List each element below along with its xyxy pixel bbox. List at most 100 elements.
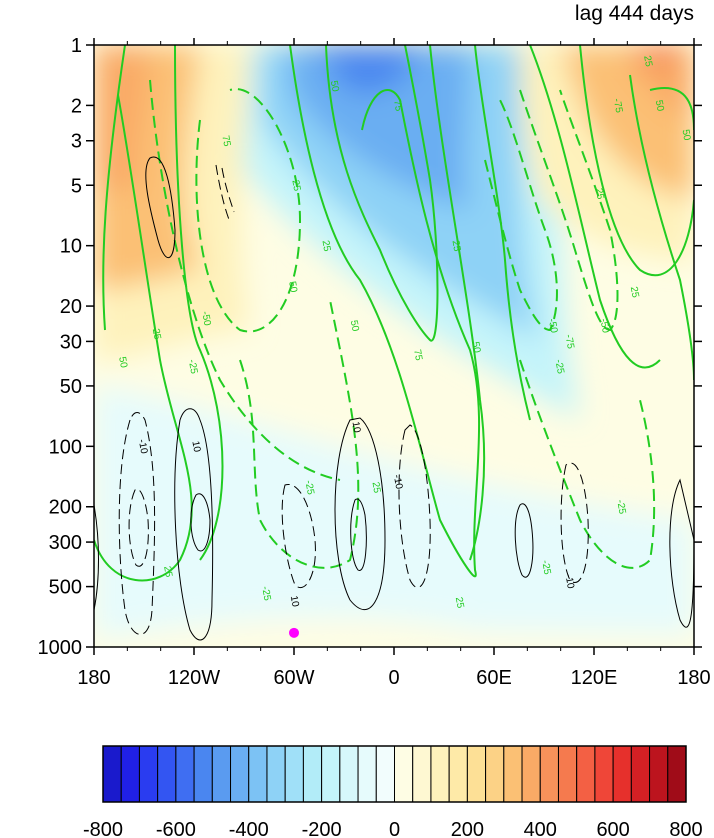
- colorbar-cell: [138, 745, 159, 803]
- x-axis: 180 120W 60W 0 60E 120E 180: [77, 38, 711, 689]
- contour-label: -25: [614, 499, 627, 516]
- x-tick-label: 120W: [168, 667, 220, 689]
- contour-label: -75: [611, 98, 624, 115]
- contour-green-solid: [94, 94, 193, 582]
- contour-label: 50: [653, 99, 666, 112]
- contour-label: -25: [553, 359, 566, 376]
- y-tick-label: 5: [71, 175, 82, 197]
- contour-label: 75: [391, 99, 404, 112]
- colorbar-cell: [248, 745, 268, 803]
- contour-label: 25: [369, 481, 382, 494]
- contour-label: 10: [349, 421, 362, 434]
- y-tick-label: 10: [60, 236, 82, 258]
- colorbar-cell: [321, 745, 341, 803]
- contour-black-solid: [174, 408, 214, 641]
- contour-label: -25: [539, 559, 552, 576]
- colorbar-cell: [357, 745, 377, 803]
- colorbar-tick-label: -200: [302, 819, 342, 838]
- colorbar-cell: [230, 745, 250, 803]
- y-tick-label: 1000: [38, 637, 83, 659]
- colorbar-cell: [448, 745, 468, 803]
- contour-green-dashed: [484, 99, 558, 332]
- contour-green-dashed: [239, 299, 360, 569]
- colorbar-tick-label: -600: [156, 819, 196, 838]
- colorbar-cell: [503, 745, 523, 803]
- contour-green-solid: [579, 45, 694, 277]
- contour-label: 25: [319, 239, 332, 252]
- colorbar-cell: [266, 745, 286, 803]
- y-tick-label: 3: [71, 131, 82, 153]
- x-tick-label: 180: [677, 667, 710, 689]
- contour-green-solid: [289, 45, 481, 578]
- contour-black-solid: [334, 417, 386, 611]
- contour-black-solid: [190, 493, 211, 552]
- colorbar-cell: [612, 745, 632, 803]
- colorbar-cell: [193, 745, 213, 803]
- y-tick-label: 500: [49, 577, 82, 599]
- contour-label: -10: [563, 573, 576, 590]
- colorbar-tick-label: 0: [389, 819, 400, 838]
- colorbar-cell: [284, 745, 304, 803]
- contour-label: 50: [116, 356, 129, 369]
- contour-label: 50: [328, 80, 341, 93]
- contour-black-solid: [145, 156, 176, 259]
- black-contours-dashed: [118, 164, 589, 635]
- y-tick-label: 2: [71, 95, 82, 117]
- y-tick-label: 200: [49, 497, 82, 519]
- colorbar-cell: [521, 745, 541, 803]
- colorbar-cell: [394, 745, 414, 803]
- colorbar-cell: [339, 745, 359, 803]
- contour-label: -25: [186, 359, 199, 376]
- contour-green-solid: [174, 45, 224, 561]
- contour-label: 25: [628, 286, 641, 299]
- contour-green-solid: [529, 45, 661, 369]
- colorbar-cell: [539, 745, 559, 803]
- y-axis: 1 2 3 5 10 20 30 50 100 200 300 500 1000: [38, 35, 702, 659]
- y-tick-label: 1: [71, 35, 82, 57]
- contour-black-solid: [350, 498, 367, 571]
- contour-label: -50: [598, 318, 611, 335]
- colorbar-cell: [120, 745, 140, 803]
- colorbar-cell: [375, 745, 395, 803]
- contour-label: 10: [288, 595, 301, 608]
- contour-label: -50: [546, 318, 559, 335]
- contour-label: 50: [286, 280, 299, 293]
- marker-layer: [289, 627, 299, 638]
- contour-black-dashed: [398, 424, 431, 588]
- y-tick-label: 50: [60, 376, 82, 398]
- contour-black-dashed: [560, 462, 589, 583]
- colorbar-cell: [649, 745, 669, 803]
- colorbar-cell: [157, 745, 177, 803]
- contour-green-dashed: [195, 88, 302, 333]
- colorbar-cell: [594, 745, 614, 803]
- contour-label: 50: [348, 319, 361, 332]
- contour-black-dashed: [221, 167, 235, 213]
- x-tick-label: 60W: [273, 667, 314, 689]
- colorbar-tick-label: -400: [229, 819, 269, 838]
- colorbar-cell: [211, 745, 232, 803]
- contour-label: 75: [219, 135, 232, 148]
- colorbar-cell: [576, 745, 596, 803]
- contour-black-solid: [94, 504, 99, 611]
- contour-label: 50: [679, 129, 692, 142]
- contour-green-solid: [325, 45, 439, 342]
- colorbar-cell: [102, 745, 122, 803]
- y-tick-label: 100: [49, 436, 82, 458]
- contour-label: 25: [641, 55, 654, 68]
- colorbar-cell: [175, 745, 195, 803]
- contour-label: 10: [189, 440, 202, 453]
- contour-green-solid: [102, 45, 126, 331]
- contour-black-solid: [514, 503, 534, 578]
- x-tick-label: 60E: [476, 667, 512, 689]
- chart-title: lag 444 days: [575, 2, 694, 25]
- contour-label: -10: [391, 474, 404, 491]
- colorbar-tick-label: -800: [83, 819, 123, 838]
- x-tick-label: 0: [388, 667, 399, 689]
- contour-label: 25: [449, 239, 462, 252]
- contour-label: 75: [411, 349, 424, 362]
- contour-green-solid: [474, 45, 531, 421]
- contour-label: -50: [199, 310, 212, 327]
- colorbar-cell: [667, 745, 687, 803]
- colorbar-frame: [102, 745, 687, 803]
